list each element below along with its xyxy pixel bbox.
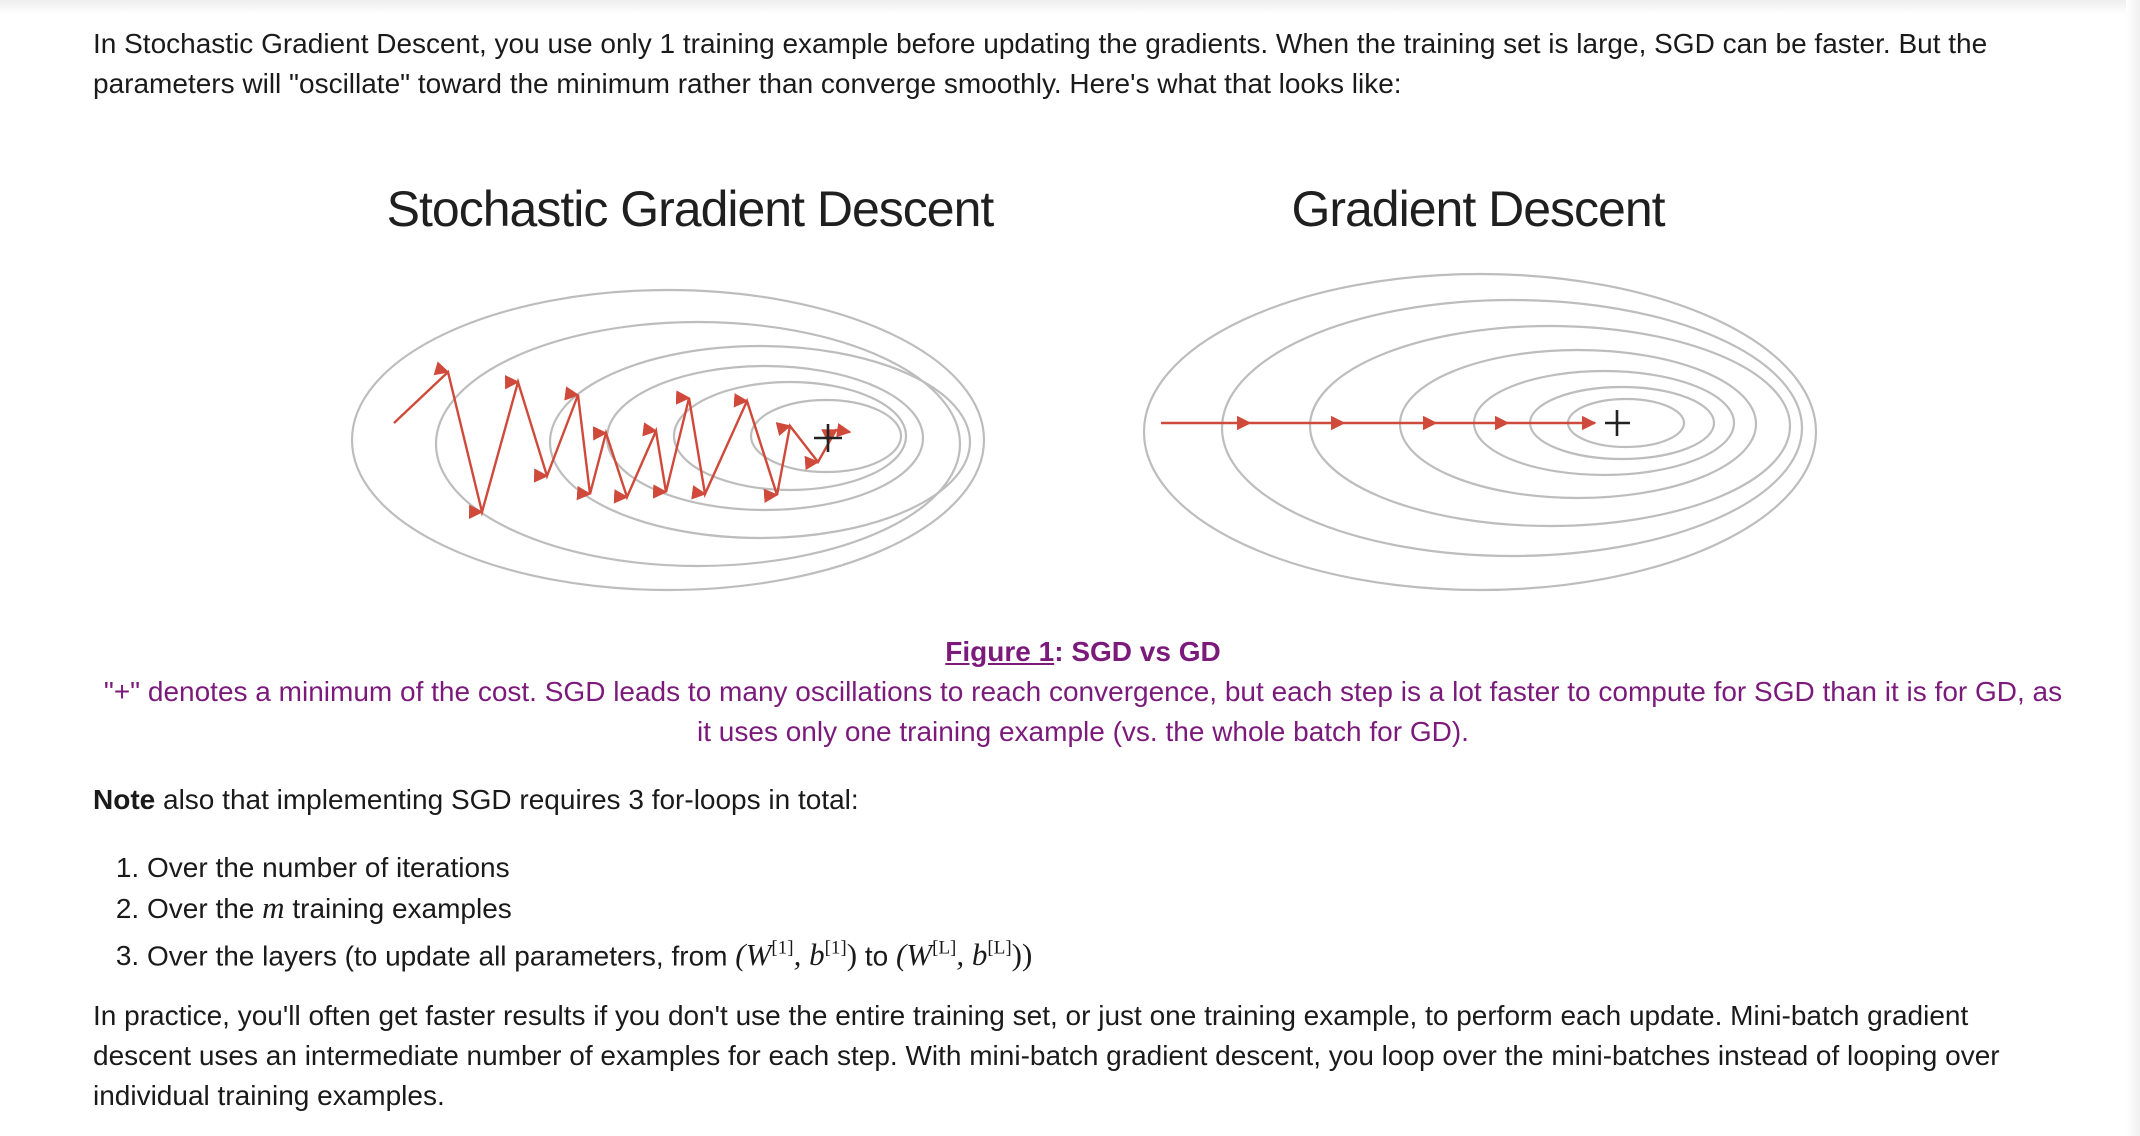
gd-contour-rings	[1142, 272, 1818, 592]
caption-text: "+" denotes a minimum of the cost. SGD l…	[103, 676, 2063, 747]
practice-paragraph: In practice, you'll often get faster res…	[93, 1000, 2000, 1111]
sgd-contour-ring	[672, 380, 908, 492]
gd-panel-title: Gradient Descent	[1291, 181, 1665, 237]
math-token: , b	[793, 937, 825, 973]
math-token: ))	[1011, 937, 1033, 973]
sgd-vs-gd-figure: Stochastic Gradient Descent Gradient Des…	[350, 181, 1818, 592]
math-m: m	[262, 890, 285, 925]
list-item-text: Over the number of iterations	[147, 852, 510, 883]
note-text: also that implementing SGD requires 3 fo…	[155, 784, 859, 815]
caption-title: Figure 1: SGD vs GD	[93, 632, 2073, 672]
math-last-layer: (W[L], b[L]))	[896, 937, 1032, 972]
gd-contour-ring	[1220, 298, 1804, 558]
sgd-minimum-marker	[814, 424, 842, 452]
list-item-text: Over the layers (to update all parameter…	[147, 940, 736, 972]
sgd-contour-rings	[350, 288, 986, 592]
math-sup: [1]	[771, 938, 794, 959]
sgd-oscillation-path	[393, 361, 852, 519]
list-item: Over the layers (to update all parameter…	[147, 929, 1032, 976]
math-sup: [L]	[932, 938, 957, 959]
note-paragraph: Note also that implementing SGD requires…	[93, 780, 2073, 820]
math-sup: [L]	[987, 938, 1012, 959]
figure-caption: Figure 1: SGD vs GD "+" denotes a minimu…	[93, 632, 2073, 752]
list-item: Over the m training examples	[147, 888, 1032, 929]
math-variable-m: m	[262, 890, 284, 925]
note-bold: Note	[93, 784, 156, 815]
math-token: , b	[956, 937, 988, 973]
list-item-text: to	[857, 940, 896, 972]
sgd-contour-ring	[749, 398, 903, 474]
math-first-layer: (W[1], b[1])	[735, 937, 857, 972]
sgd-panel-title: Stochastic Gradient Descent	[387, 181, 995, 237]
math-token: (W	[735, 937, 772, 973]
list-item-text: training examples	[284, 893, 512, 924]
math-token: (W	[895, 937, 933, 973]
sgd-contour-ring	[350, 288, 986, 592]
top-shadow	[0, 0, 2140, 14]
gd-minimum-marker	[1605, 410, 1630, 436]
sgd-contour-ring	[434, 320, 962, 568]
gd-contour-ring	[1142, 272, 1818, 592]
intro-paragraph: In Stochastic Gradient Descent, you use …	[93, 28, 1988, 99]
caption-title-suffix: : SGD vs GD	[1054, 636, 1221, 667]
math-token: )	[846, 937, 858, 973]
for-loop-list: Over the number of iterations Over the m…	[93, 848, 1032, 976]
list-item: Over the number of iterations	[147, 848, 1032, 888]
figure-link[interactable]: Figure 1	[945, 636, 1055, 667]
scrollbar-track[interactable]	[2126, 0, 2140, 1136]
list-item-text: Over the	[147, 893, 263, 924]
math-sup: [1]	[824, 938, 847, 959]
